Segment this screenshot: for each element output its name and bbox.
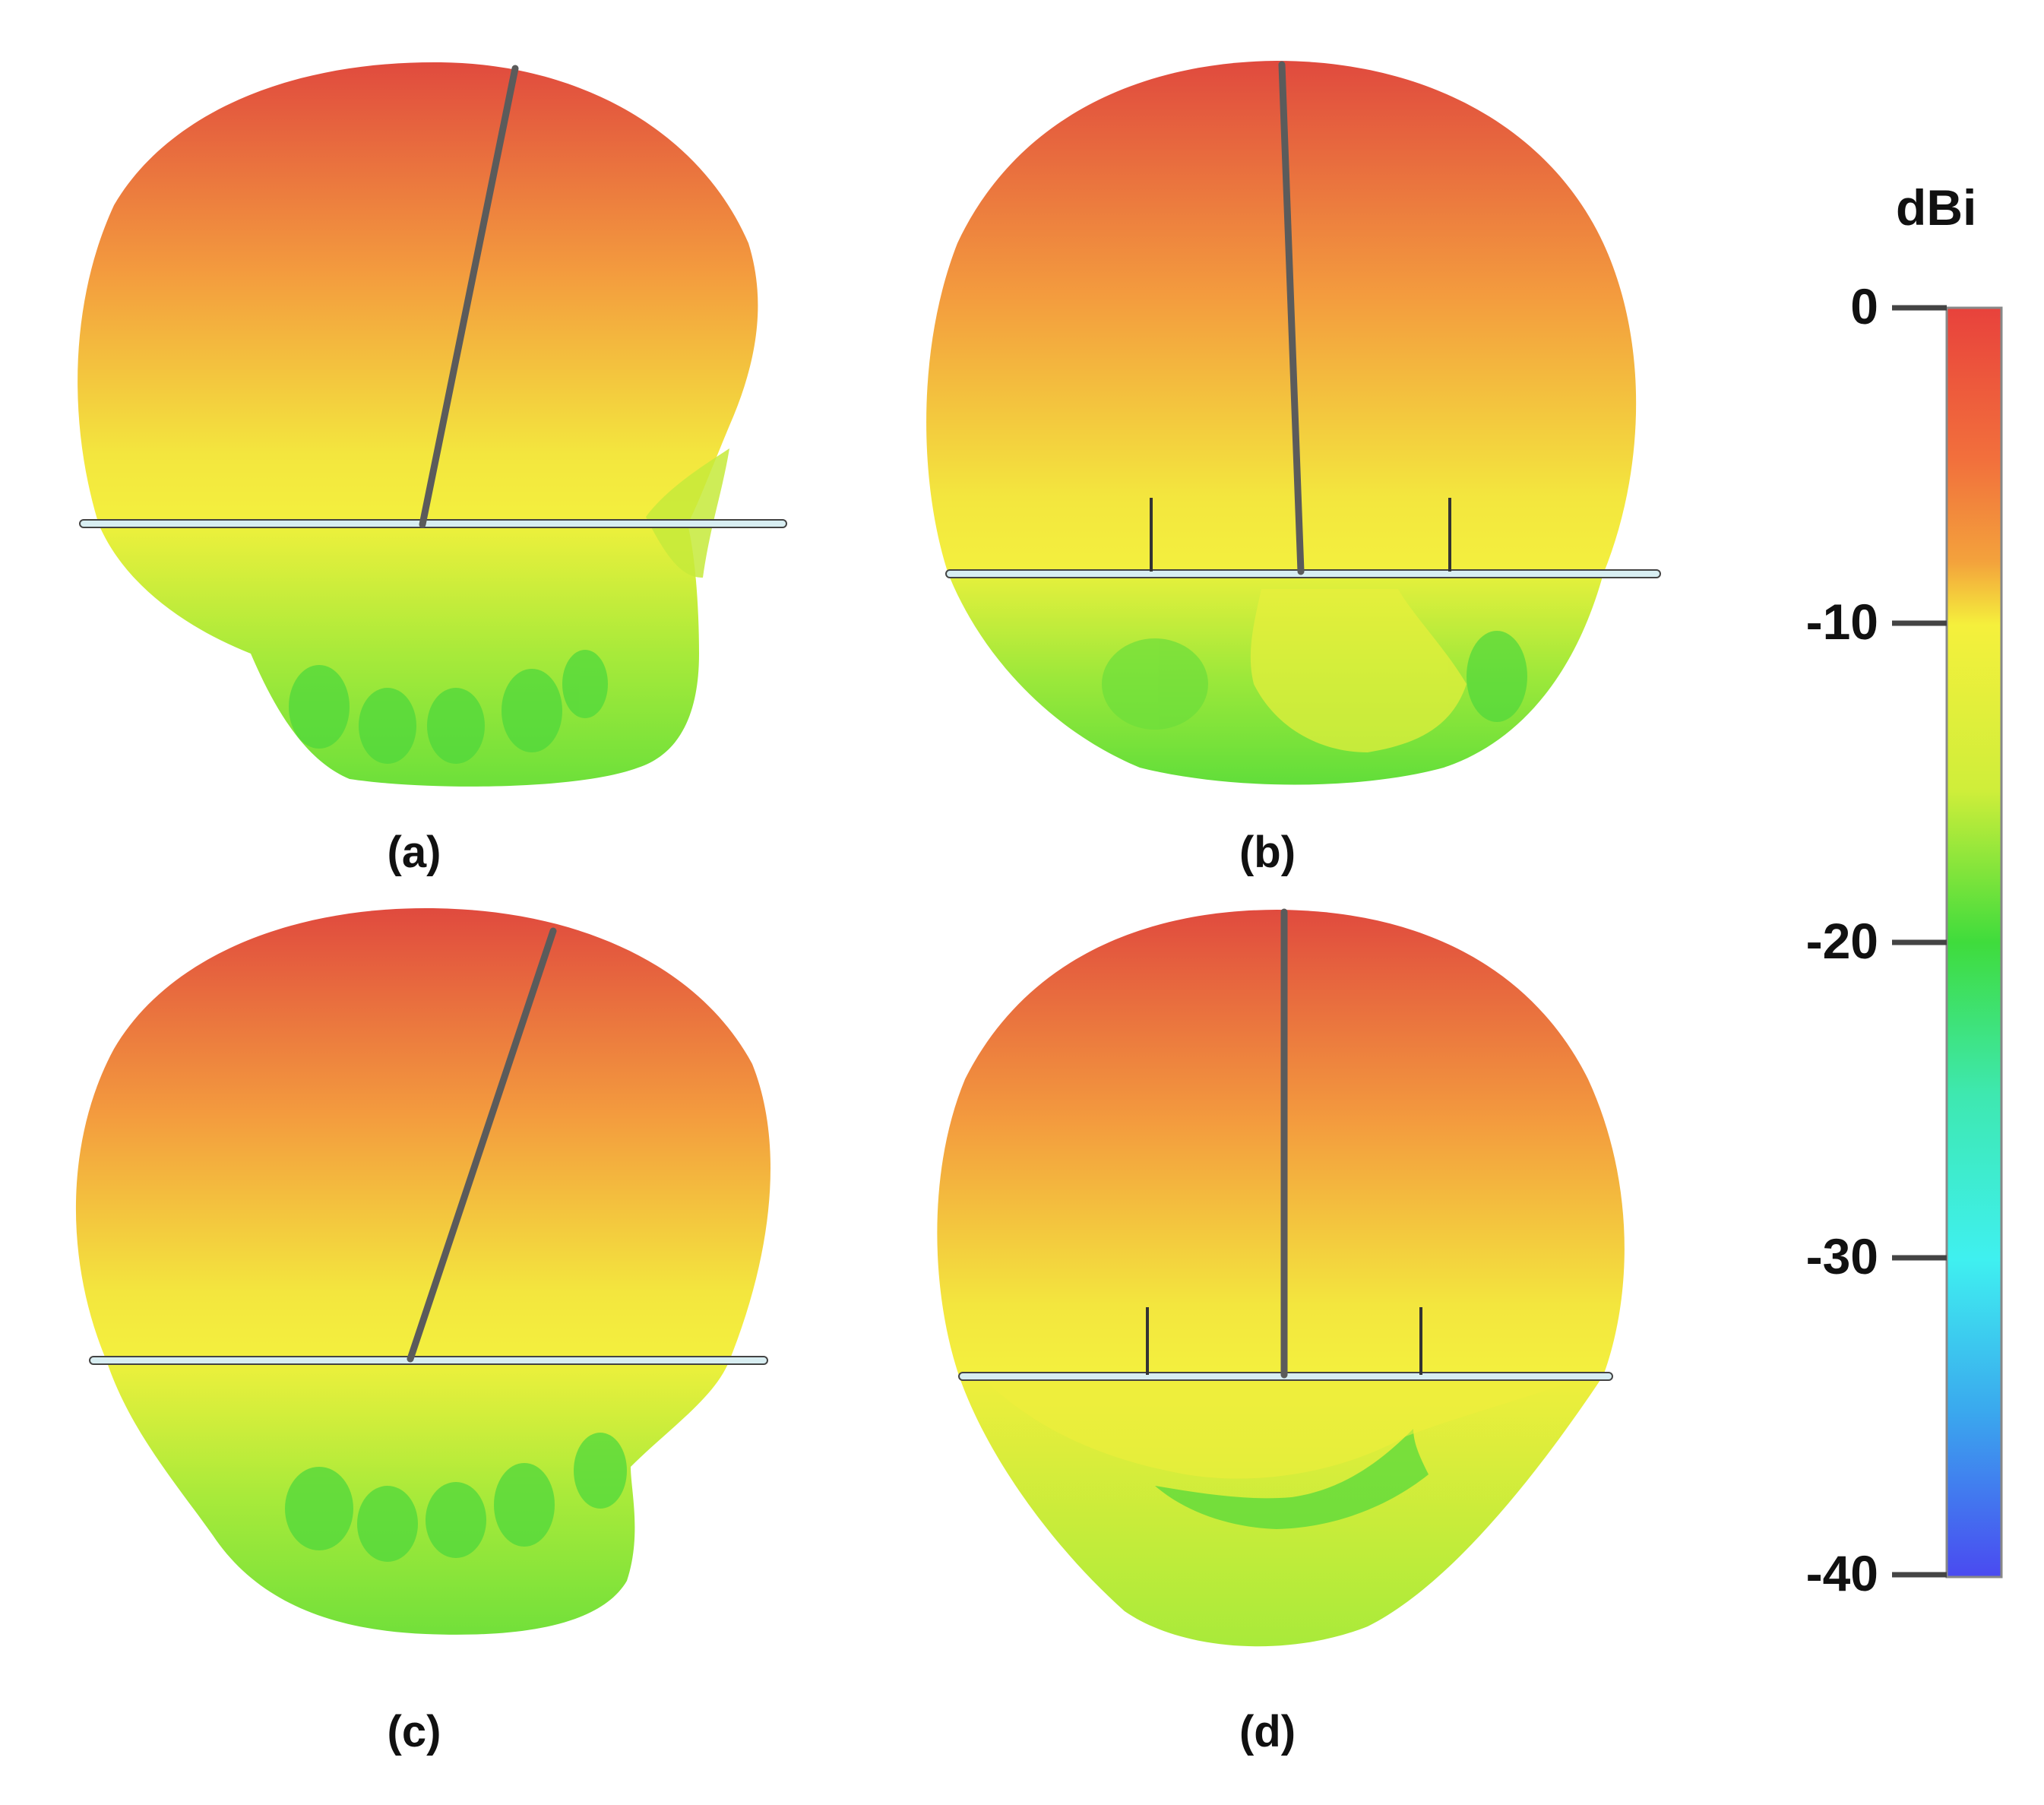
panel-c-back-lobe <box>106 1360 729 1635</box>
colorbar-title: dBi <box>1896 179 1977 236</box>
panel-c-probe <box>407 927 557 1363</box>
colorbar-tick-label-0: 0 <box>1850 278 1878 334</box>
colorbar-tick-label-10: -10 <box>1805 594 1878 650</box>
panel-b-probe <box>1278 61 1305 575</box>
colorbar-tick-label-40: -40 <box>1805 1545 1878 1601</box>
panel-c-caption: (c) <box>387 1707 441 1756</box>
panel-b-caption: (b) <box>1239 828 1296 877</box>
panel-c <box>75 908 771 1635</box>
panel-a-probe <box>419 65 519 528</box>
panel-a <box>78 62 787 787</box>
panel-b <box>926 61 1661 785</box>
panel-d-lower-yellow <box>980 1376 1588 1479</box>
panel-b-ripples <box>1102 589 1527 752</box>
colorbar-tick-label-20: -20 <box>1805 913 1878 969</box>
panel-b-main-lobe <box>926 61 1637 574</box>
panel-a-caption: (a) <box>387 828 441 877</box>
panel-d-null-ring <box>1155 1429 1429 1529</box>
panel-a-ground-plane <box>79 519 787 528</box>
colorbar-tick-label-30: -30 <box>1805 1228 1878 1284</box>
panel-c-ripples <box>285 1433 627 1562</box>
panel-c-main-lobe <box>75 908 771 1360</box>
colorbar-gradient <box>1945 306 2003 1579</box>
panel-a-main-lobe <box>78 62 758 525</box>
colorbar-tick-marks <box>1892 305 1947 1578</box>
panel-d <box>937 908 1625 1647</box>
panel-d-caption: (d) <box>1239 1707 1296 1756</box>
panel-a-ripples <box>289 650 608 764</box>
panel-a-side-lobe <box>646 448 729 578</box>
panel-c-ground-plane <box>89 1356 768 1365</box>
colorbar <box>1892 305 2003 1579</box>
